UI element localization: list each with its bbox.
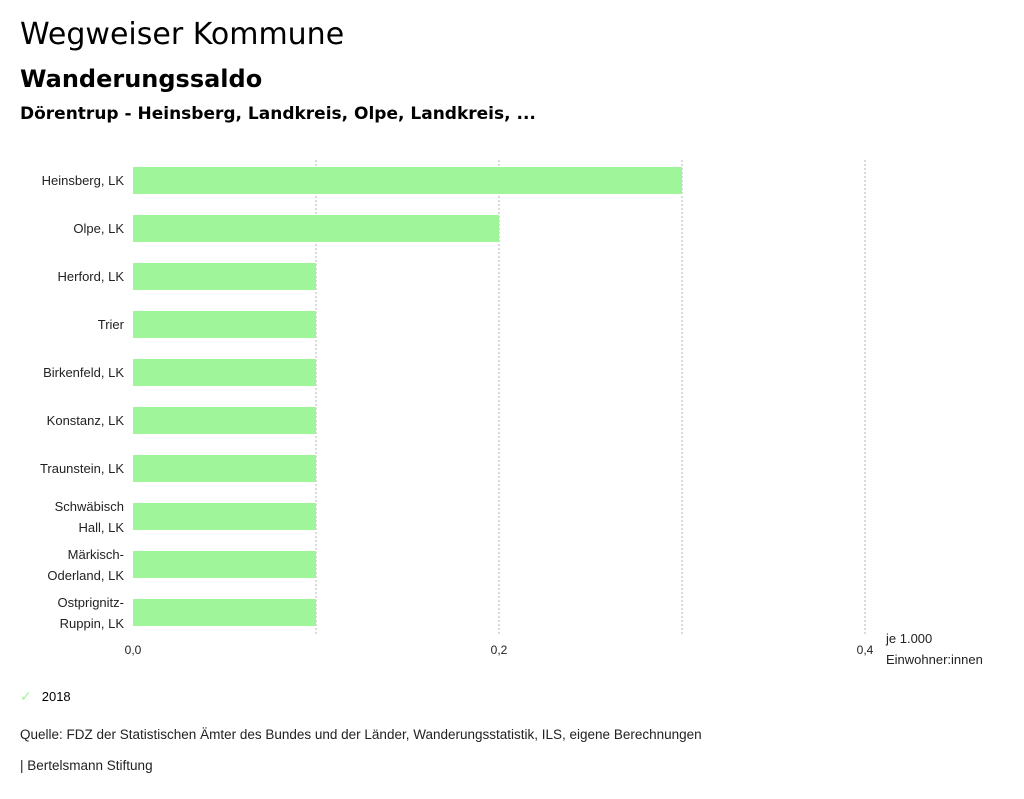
checkmark-icon: ✓ xyxy=(20,688,32,704)
region-heading: Dörentrup - Heinsberg, Landkreis, Olpe, … xyxy=(20,104,536,124)
category-label: Konstanz, LK xyxy=(47,413,125,428)
credit-note: | Bertelsmann Stiftung xyxy=(20,758,153,773)
bar xyxy=(133,407,316,434)
category-label: Trier xyxy=(98,317,125,332)
axis-unit-label: Einwohner:innen xyxy=(886,652,983,667)
category-label: Olpe, LK xyxy=(73,221,124,236)
bar xyxy=(133,359,316,386)
bar xyxy=(133,455,316,482)
bar xyxy=(133,215,499,242)
category-label: Schwäbisch xyxy=(55,499,124,514)
chart-subtitle: Wanderungssaldo xyxy=(20,65,263,93)
source-note: Quelle: FDZ der Statistischen Ämter des … xyxy=(20,727,702,742)
category-label: Ostprignitz- xyxy=(58,595,124,610)
category-label: Ruppin, LK xyxy=(60,616,125,631)
page-title: Wegweiser Kommune xyxy=(20,17,345,52)
category-label: Heinsberg, LK xyxy=(42,173,125,188)
bar xyxy=(133,551,316,578)
tick-label: 0,2 xyxy=(491,643,508,657)
category-label: Märkisch- xyxy=(68,547,124,562)
category-label: Traunstein, LK xyxy=(40,461,124,476)
bar xyxy=(133,503,316,530)
category-label: Birkenfeld, LK xyxy=(43,365,124,380)
legend-label: 2018 xyxy=(41,689,71,704)
legend[interactable]: ✓ 2018 xyxy=(20,688,71,705)
category-label: Herford, LK xyxy=(58,269,125,284)
bar xyxy=(133,167,682,194)
tick-label: 0,4 xyxy=(857,643,874,657)
category-label: Hall, LK xyxy=(78,520,124,535)
axis-unit-label: je 1.000 xyxy=(885,631,932,646)
bar xyxy=(133,263,316,290)
category-label: Oderland, LK xyxy=(47,568,124,583)
bar xyxy=(133,599,316,626)
tick-label: 0,0 xyxy=(125,643,142,657)
bar xyxy=(133,311,316,338)
